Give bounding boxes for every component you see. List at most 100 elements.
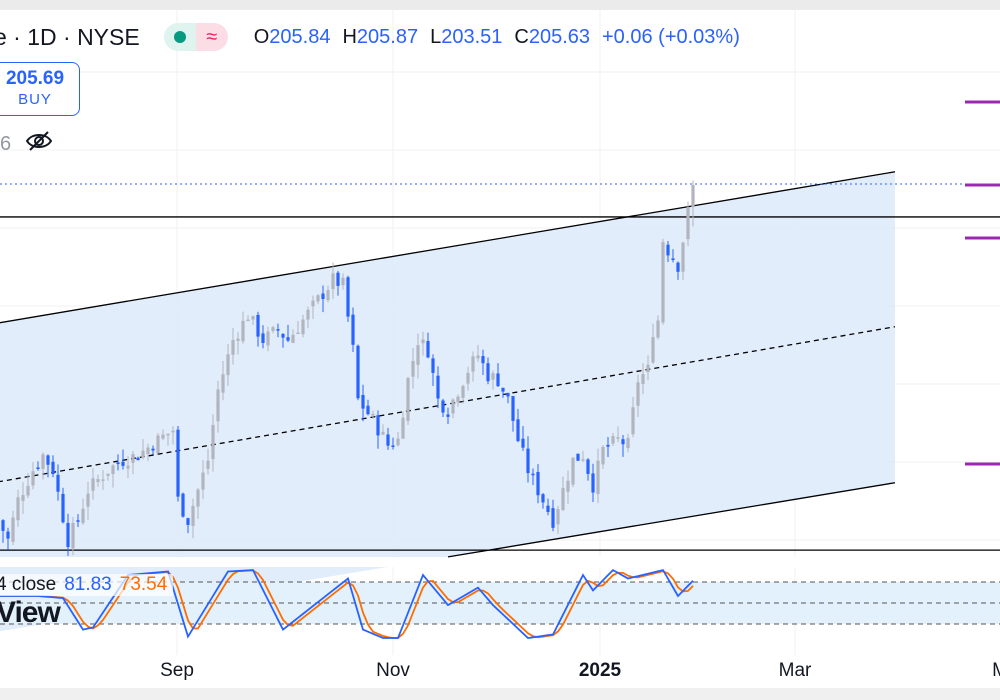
stoch-d-value: 73.54 [119, 574, 168, 595]
candle-body [256, 314, 260, 337]
candle-body [431, 358, 435, 373]
candle-body [321, 293, 325, 300]
candle-body [251, 316, 255, 320]
candle-body [576, 453, 580, 461]
candle-body [86, 493, 90, 507]
candle-body [206, 460, 210, 469]
candle-body [136, 457, 140, 461]
candle-body [521, 438, 525, 448]
channel-fill [0, 171, 895, 632]
low-value: 203.51 [441, 25, 503, 48]
candle-body [656, 320, 660, 338]
chart-legend: e · 1D · NYSE ≈ O205.84 H205.87 L203.51 … [0, 22, 740, 52]
candle-body [636, 382, 640, 406]
market-status-pill[interactable]: ≈ [163, 23, 228, 51]
candle-body [271, 327, 275, 331]
channel-lower-line [447, 482, 896, 558]
candle-body [111, 465, 115, 475]
candle-body [676, 262, 680, 272]
candle-body [21, 495, 25, 501]
candle-body [501, 387, 505, 392]
candle-body [651, 337, 655, 363]
candle-body [141, 450, 145, 458]
candle-body [171, 430, 175, 433]
candle-body [601, 446, 605, 465]
high-label: H [342, 25, 357, 48]
candle-body [571, 457, 575, 485]
candle-body [506, 392, 510, 397]
candle-body [6, 531, 10, 539]
candle-body [586, 459, 590, 474]
candle-body [236, 338, 240, 341]
candle-body [196, 489, 200, 507]
candle-body [211, 425, 215, 460]
candle-body [646, 364, 650, 373]
open-value: 205.84 [269, 25, 331, 48]
candle-body [176, 429, 180, 497]
candle-body [356, 345, 360, 399]
open-label: O [253, 25, 270, 48]
candle-body [286, 337, 290, 341]
candle-body [146, 447, 150, 455]
candle-body [46, 455, 50, 465]
candle-body [381, 431, 385, 435]
candle-body [291, 334, 295, 343]
candle-body [466, 372, 470, 384]
candle-body [561, 487, 565, 510]
candle-body [116, 462, 120, 465]
candle-body [246, 319, 250, 322]
close-value: 205.63 [528, 25, 590, 48]
candle-body [536, 471, 540, 496]
candle-body [316, 295, 320, 302]
stoch-legend: 4 close 81.83 73.54 [0, 574, 174, 596]
candle-body [631, 407, 635, 435]
candle-body [306, 309, 310, 320]
buy-button[interactable]: 205.69 BUY [0, 62, 80, 116]
candle-body [311, 300, 315, 307]
low-label: L [430, 25, 442, 48]
x-tick-label: 2025 [578, 660, 622, 681]
candle-body [611, 436, 615, 444]
x-tick-label: Sep [160, 660, 194, 681]
indicator-value: 6 [0, 132, 12, 155]
candle-body [661, 242, 665, 323]
buy-price: 205.69 [5, 68, 65, 89]
candle-body [491, 373, 495, 380]
candle-body [371, 414, 375, 416]
bottom-edge [0, 688, 1000, 700]
candle-body [461, 386, 465, 398]
candle-body [56, 474, 60, 492]
candle-body [396, 438, 400, 446]
candle-body [301, 319, 305, 335]
candle-body [201, 472, 205, 490]
candle-body [401, 417, 405, 439]
eye-off-icon[interactable] [25, 130, 53, 158]
candle-body [166, 433, 170, 436]
candle-body [96, 479, 100, 483]
candle-body [341, 277, 345, 286]
candle-body [191, 506, 195, 526]
channel-upper-line [0, 171, 896, 324]
candle-body [186, 518, 190, 525]
candle-body [671, 258, 675, 261]
indicator-row: 6 [0, 130, 53, 158]
candle-body [296, 332, 300, 335]
symbol-title[interactable]: e · 1D · NYSE [0, 23, 140, 50]
candle-body [1, 520, 5, 531]
candle-body [556, 509, 560, 525]
candle-body [496, 373, 500, 387]
stoch-d-line [0, 569, 694, 639]
candle-body [626, 438, 630, 449]
candle-body [261, 333, 265, 343]
candle-body [546, 505, 550, 512]
candle-body [326, 290, 330, 301]
change-value: +0.06 (+0.03%) [602, 25, 740, 48]
approx-icon: ≈ [195, 23, 228, 51]
candle-body [566, 480, 570, 492]
candle-body [131, 454, 135, 463]
candle-body [216, 389, 220, 422]
candle-body [641, 373, 645, 384]
candle-body [416, 345, 420, 365]
candle-body [361, 394, 365, 409]
